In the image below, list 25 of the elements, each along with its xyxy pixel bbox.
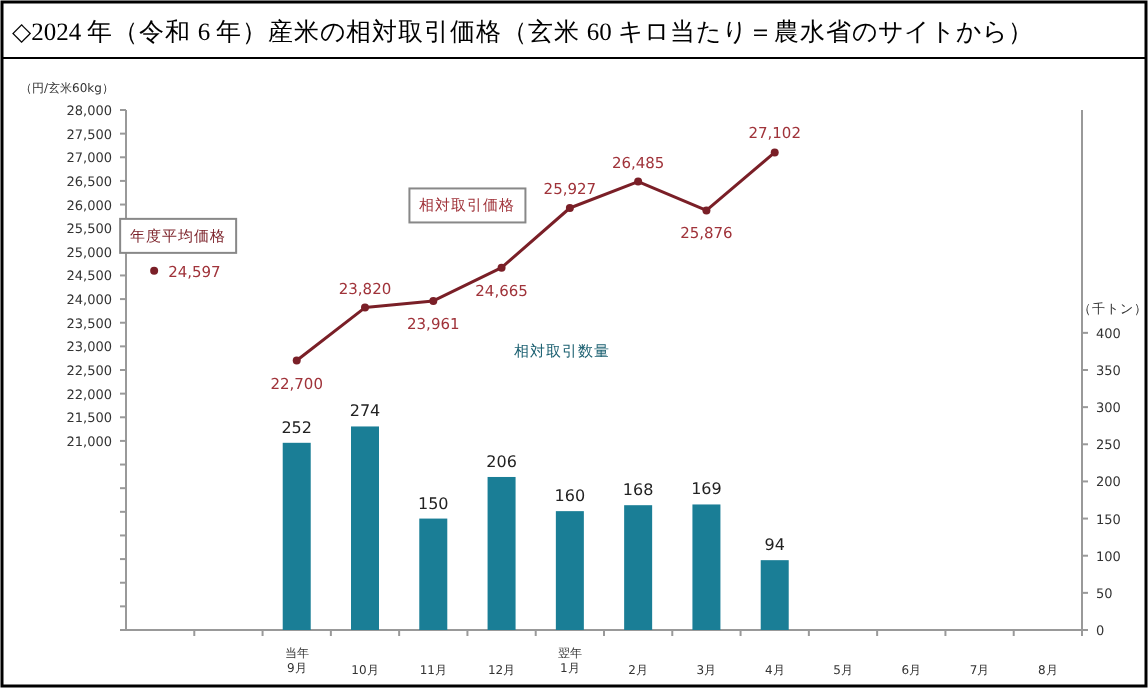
point <box>770 148 779 157</box>
bar <box>419 518 448 630</box>
point <box>497 263 506 272</box>
data-label: 274 <box>349 402 381 421</box>
data-label: 150 <box>418 494 449 513</box>
data-label: 252 <box>281 418 312 437</box>
point <box>634 177 643 186</box>
point <box>429 296 438 305</box>
chart-title: ◇2024 年（令和 6 年）産米の相対取引価格（玄米 60 キロ当たり＝農水省のサイトから） <box>12 16 1034 46</box>
bar <box>351 426 379 630</box>
point <box>292 356 301 365</box>
data-label: 169 <box>691 480 722 499</box>
bar <box>487 476 516 630</box>
bar <box>555 511 584 630</box>
point <box>565 204 574 212</box>
bar <box>624 505 653 630</box>
bar <box>692 504 721 630</box>
bar <box>760 560 789 630</box>
data-label: 206 <box>486 452 517 471</box>
bar <box>282 442 311 630</box>
point <box>702 206 711 215</box>
data-label: 160 <box>554 487 586 506</box>
point <box>361 303 369 312</box>
data-label: 168 <box>622 481 654 500</box>
data-label: 94 <box>764 536 785 555</box>
